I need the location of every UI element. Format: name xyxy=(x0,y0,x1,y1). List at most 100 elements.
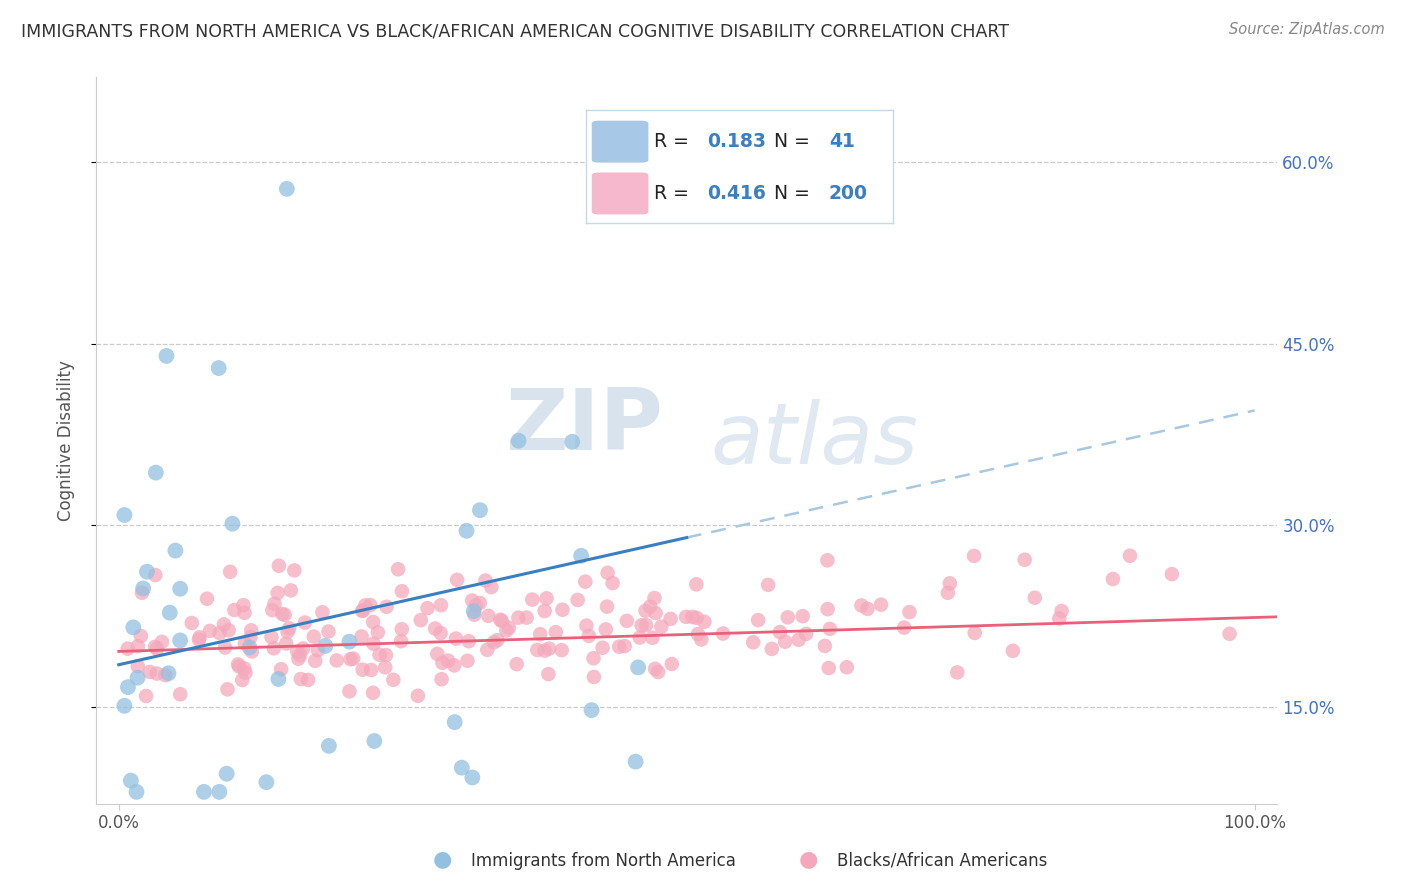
Point xyxy=(228,659,250,673)
Point xyxy=(231,673,253,687)
Point xyxy=(538,641,561,656)
Point xyxy=(489,613,512,627)
Point xyxy=(285,644,308,658)
Point xyxy=(360,663,382,677)
Point xyxy=(374,660,396,674)
Point xyxy=(367,625,389,640)
Point xyxy=(461,593,484,607)
Point xyxy=(260,630,283,644)
Point xyxy=(624,755,647,769)
Point xyxy=(607,640,630,654)
Point xyxy=(271,607,294,621)
Point xyxy=(747,613,769,627)
Point xyxy=(387,562,409,576)
Point xyxy=(409,613,432,627)
Point xyxy=(1102,572,1125,586)
Text: Immigrants from North America: Immigrants from North America xyxy=(471,852,735,870)
Point xyxy=(233,606,256,620)
Point xyxy=(339,634,361,648)
Point xyxy=(169,582,191,596)
Y-axis label: Cognitive Disability: Cognitive Disability xyxy=(58,360,75,521)
Text: ●: ● xyxy=(433,850,453,870)
Point xyxy=(368,648,391,662)
Point xyxy=(314,639,336,653)
Point xyxy=(643,591,665,605)
Point xyxy=(363,637,385,651)
Point xyxy=(444,632,467,646)
Point xyxy=(359,598,381,612)
Point xyxy=(1050,604,1073,618)
Point xyxy=(292,641,315,656)
Point xyxy=(582,651,605,665)
Point xyxy=(794,627,817,641)
Point xyxy=(575,618,598,632)
Point xyxy=(342,651,364,665)
Point xyxy=(544,625,567,640)
Point xyxy=(627,660,650,674)
Point xyxy=(581,703,603,717)
Point xyxy=(382,673,405,687)
Point xyxy=(122,620,145,634)
Point xyxy=(120,773,142,788)
Point xyxy=(214,640,236,655)
Point xyxy=(508,434,530,448)
Point xyxy=(661,657,683,671)
Point xyxy=(127,639,149,653)
Point xyxy=(391,622,413,636)
Point xyxy=(311,605,333,619)
Point xyxy=(773,634,796,648)
Point xyxy=(361,615,384,629)
Point xyxy=(463,604,485,618)
Point xyxy=(361,686,384,700)
Point xyxy=(506,657,529,672)
Point xyxy=(1001,644,1024,658)
Point xyxy=(193,785,215,799)
Point xyxy=(180,615,202,630)
Point xyxy=(636,618,658,632)
Point xyxy=(685,577,707,591)
Point xyxy=(215,766,238,780)
Point xyxy=(352,604,374,618)
Point xyxy=(787,632,810,647)
Point xyxy=(233,662,256,676)
Point xyxy=(963,549,986,563)
Point xyxy=(567,593,589,607)
Text: IMMIGRANTS FROM NORTH AMERICA VS BLACK/AFRICAN AMERICAN COGNITIVE DISABILITY COR: IMMIGRANTS FROM NORTH AMERICA VS BLACK/A… xyxy=(21,22,1010,40)
Point xyxy=(675,610,697,624)
Point xyxy=(318,739,340,753)
Text: atlas: atlas xyxy=(710,400,918,483)
Point xyxy=(450,761,472,775)
Point xyxy=(685,611,707,625)
Point xyxy=(856,602,879,616)
Point xyxy=(508,610,530,624)
Point xyxy=(638,599,661,614)
Point xyxy=(1014,553,1036,567)
Point xyxy=(533,604,555,618)
Point xyxy=(463,607,485,622)
Point xyxy=(634,604,657,618)
Text: ●: ● xyxy=(799,850,818,870)
Point xyxy=(486,633,509,648)
Point xyxy=(325,653,347,667)
Point xyxy=(898,605,921,619)
Point xyxy=(835,660,858,674)
Point xyxy=(416,601,439,615)
Point xyxy=(457,634,479,648)
Point xyxy=(127,671,149,685)
Point xyxy=(112,698,135,713)
Point xyxy=(1024,591,1046,605)
Point xyxy=(263,597,285,611)
Point xyxy=(129,629,152,643)
Point xyxy=(280,583,302,598)
Point xyxy=(946,665,969,680)
Point xyxy=(270,662,292,676)
Point xyxy=(711,626,734,640)
Point xyxy=(690,632,713,647)
Point xyxy=(582,670,605,684)
Point xyxy=(235,665,257,680)
Point xyxy=(769,625,792,640)
Point xyxy=(870,598,893,612)
Point xyxy=(792,609,814,624)
Point xyxy=(616,614,638,628)
Point xyxy=(239,640,262,655)
